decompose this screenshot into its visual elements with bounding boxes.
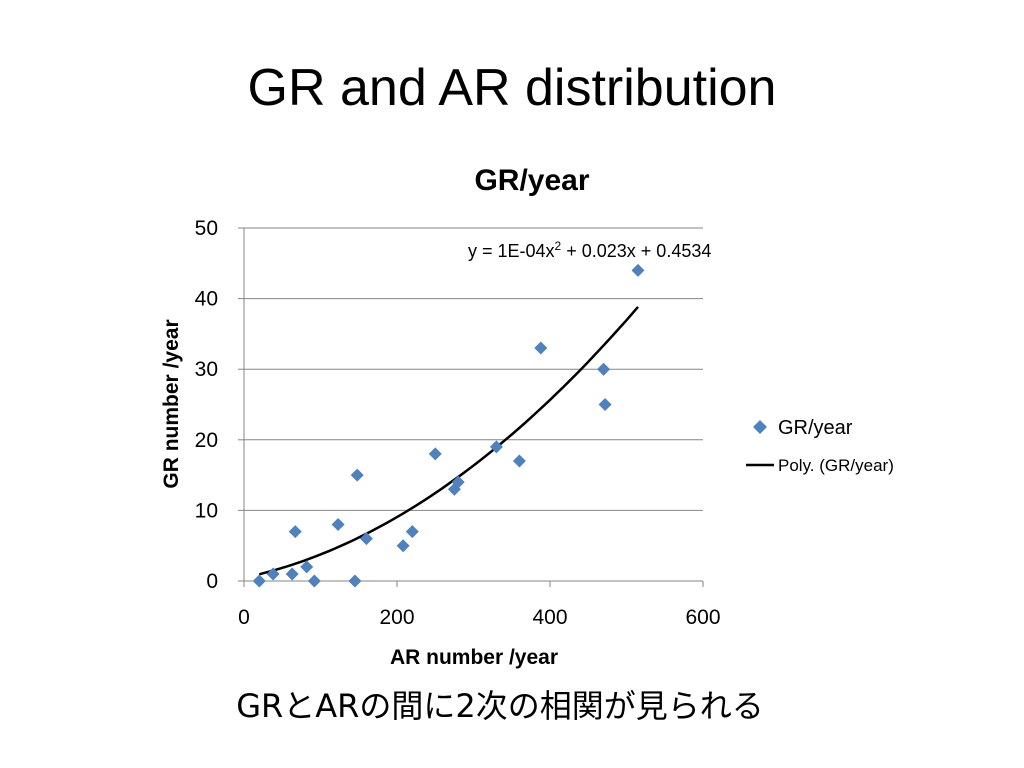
data-point bbox=[348, 574, 362, 588]
x-axis-ticks: 0 200 400 600 bbox=[238, 581, 721, 629]
scatter-chart: GR/year 0 10 20 30 40 50 0 200 400 600 AR number… bbox=[160, 164, 894, 669]
data-point bbox=[350, 468, 364, 482]
y-tick-label: 30 bbox=[195, 358, 218, 381]
data-point bbox=[631, 263, 645, 277]
polynomial-trendline bbox=[258, 306, 639, 576]
y-tick-label: 40 bbox=[195, 288, 218, 311]
equation-base: y = 1E-04x bbox=[468, 241, 555, 261]
data-point bbox=[300, 560, 314, 574]
x-axis-label: AR number /year bbox=[390, 646, 558, 669]
data-points bbox=[252, 263, 645, 588]
data-point bbox=[428, 447, 442, 461]
data-point bbox=[598, 398, 612, 411]
y-axis-label: GR number /year bbox=[160, 319, 183, 488]
data-point bbox=[512, 454, 526, 468]
equation-exponent: 2 bbox=[555, 239, 562, 253]
equation-rest: + 0.023x + 0.4534 bbox=[561, 241, 711, 261]
x-tick-label: 200 bbox=[379, 606, 414, 629]
legend-label-trendline: Poly. (GR/year) bbox=[778, 456, 894, 475]
data-point bbox=[252, 574, 266, 588]
data-point bbox=[405, 525, 419, 539]
x-tick-label: 0 bbox=[238, 606, 250, 629]
x-tick-label: 600 bbox=[685, 606, 720, 629]
y-tick-label: 10 bbox=[195, 499, 218, 522]
legend-label-series: GR/year bbox=[778, 417, 853, 439]
y-tick-label: 0 bbox=[206, 570, 218, 593]
y-tick-label: 20 bbox=[195, 429, 218, 452]
gridlines bbox=[244, 227, 703, 511]
data-point bbox=[359, 532, 373, 546]
data-point bbox=[396, 539, 410, 553]
data-point bbox=[285, 567, 299, 581]
slide-caption: GRとARの間に2次の相関が見られる bbox=[236, 687, 764, 725]
x-tick-label: 400 bbox=[532, 606, 567, 629]
legend: GR/year Poly. (GR/year) bbox=[746, 417, 894, 475]
data-point bbox=[288, 525, 302, 539]
y-tick-label: 50 bbox=[195, 217, 218, 240]
data-point bbox=[307, 574, 321, 588]
data-point bbox=[597, 362, 611, 376]
data-point bbox=[489, 440, 503, 454]
slide-title: GR and AR distribution bbox=[247, 59, 777, 117]
data-point bbox=[451, 475, 465, 489]
y-axis-ticks: 0 10 20 30 40 50 bbox=[195, 217, 244, 593]
trendline-equation: y = 1E-04x2 + 0.023x + 0.4534 bbox=[468, 239, 711, 261]
data-point bbox=[266, 567, 280, 581]
legend-diamond-marker bbox=[753, 420, 767, 434]
data-point bbox=[534, 341, 548, 355]
chart-title: GR/year bbox=[474, 164, 589, 197]
data-point bbox=[331, 518, 345, 532]
